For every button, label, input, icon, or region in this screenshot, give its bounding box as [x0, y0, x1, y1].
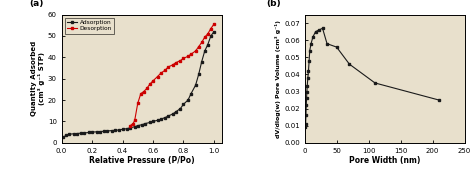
- Desorption: [205, 33, 210, 35]
- Desorption: [158, 72, 164, 74]
- Desorption: [138, 93, 144, 95]
- Desorption: [165, 66, 171, 68]
- Adsorption: [119, 128, 125, 130]
- Adsorption: [60, 136, 66, 139]
- Line: Adsorption: Adsorption: [62, 30, 215, 139]
- Adsorption: [205, 43, 210, 46]
- Adsorption: [185, 99, 191, 101]
- Adsorption: [74, 132, 80, 135]
- Adsorption: [97, 130, 102, 133]
- Adsorption: [66, 133, 72, 135]
- Line: Desorption: Desorption: [129, 23, 215, 127]
- Adsorption: [64, 134, 69, 136]
- Desorption: [132, 119, 137, 122]
- Desorption: [202, 36, 208, 38]
- Desorption: [199, 41, 205, 44]
- Adsorption: [139, 124, 145, 126]
- Adsorption: [173, 111, 179, 113]
- Adsorption: [86, 131, 92, 134]
- Y-axis label: dV/dlog(w) Pore Volume (cm³ g⁻¹): dV/dlog(w) Pore Volume (cm³ g⁻¹): [275, 20, 281, 138]
- X-axis label: Relative Pressure (P/Po): Relative Pressure (P/Po): [89, 156, 194, 165]
- Adsorption: [170, 113, 176, 115]
- Desorption: [141, 90, 146, 93]
- Adsorption: [79, 132, 84, 134]
- Desorption: [196, 46, 201, 48]
- Desorption: [144, 87, 150, 89]
- Desorption: [162, 69, 168, 71]
- Adsorption: [165, 115, 171, 117]
- Desorption: [211, 23, 217, 25]
- Desorption: [173, 61, 179, 64]
- Adsorption: [101, 130, 107, 132]
- Adsorption: [104, 130, 110, 132]
- Adsorption: [112, 129, 118, 131]
- Adsorption: [124, 128, 130, 130]
- Desorption: [193, 50, 199, 52]
- Adsorption: [199, 61, 205, 63]
- Desorption: [178, 59, 183, 62]
- Adsorption: [135, 125, 141, 127]
- Adsorption: [132, 126, 137, 128]
- Desorption: [130, 122, 136, 125]
- Adsorption: [158, 118, 164, 120]
- Adsorption: [94, 131, 100, 133]
- Adsorption: [193, 84, 199, 86]
- Desorption: [147, 83, 153, 85]
- Desorption: [188, 53, 194, 55]
- Y-axis label: Quantity Adsorbed
(cm³ g⁻¹ STP): Quantity Adsorbed (cm³ g⁻¹ STP): [31, 41, 45, 116]
- Adsorption: [147, 121, 153, 124]
- Text: (a): (a): [30, 0, 44, 8]
- Adsorption: [162, 116, 168, 119]
- Adsorption: [82, 132, 87, 134]
- Adsorption: [202, 50, 208, 52]
- Adsorption: [128, 127, 133, 129]
- Adsorption: [71, 133, 77, 135]
- Adsorption: [150, 120, 156, 122]
- Adsorption: [196, 73, 201, 76]
- Adsorption: [188, 93, 194, 95]
- Legend: Adsorption, Desorption: Adsorption, Desorption: [64, 18, 114, 33]
- Adsorption: [89, 131, 95, 133]
- Adsorption: [178, 107, 183, 110]
- Text: (b): (b): [266, 0, 281, 8]
- Adsorption: [211, 31, 217, 33]
- Desorption: [181, 57, 186, 59]
- X-axis label: Pore Width (nm): Pore Width (nm): [349, 156, 420, 165]
- Desorption: [155, 75, 160, 78]
- Desorption: [170, 64, 176, 66]
- Adsorption: [117, 129, 122, 131]
- Adsorption: [109, 130, 115, 132]
- Desorption: [135, 102, 141, 104]
- Adsorption: [208, 35, 214, 37]
- Adsorption: [155, 119, 160, 122]
- Adsorption: [181, 103, 186, 105]
- Desorption: [150, 80, 156, 82]
- Desorption: [208, 27, 214, 30]
- Desorption: [128, 125, 133, 127]
- Adsorption: [143, 122, 148, 125]
- Desorption: [185, 55, 191, 57]
